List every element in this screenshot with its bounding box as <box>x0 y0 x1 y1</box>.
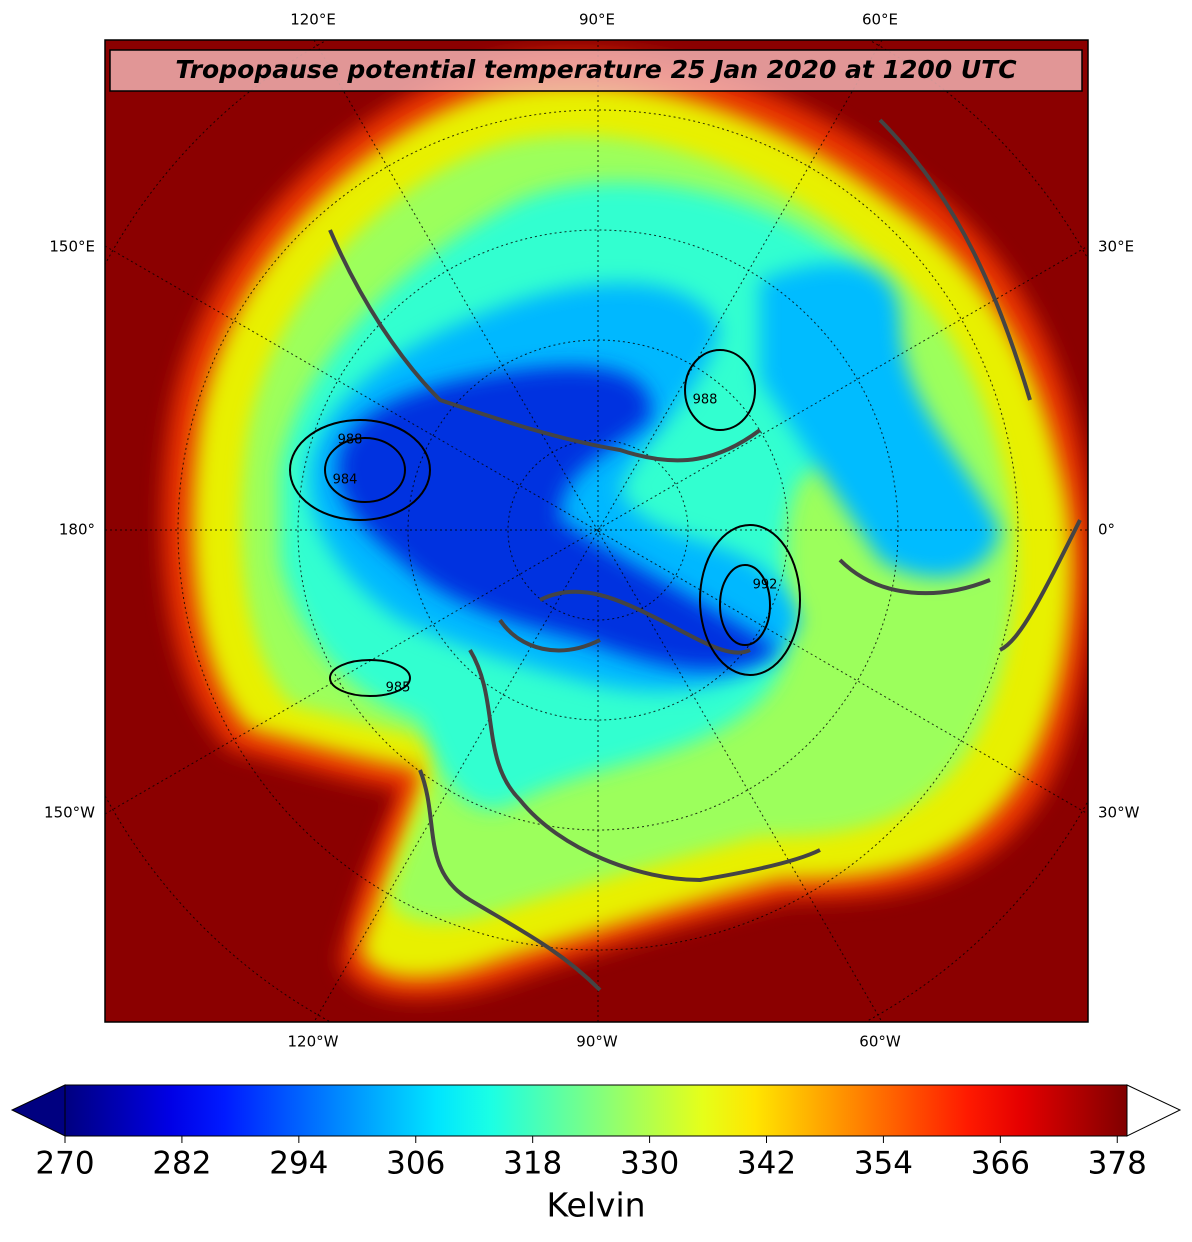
graticule <box>105 40 1088 1022</box>
longitude-label: 150°W <box>44 804 95 822</box>
contour-label: 992 <box>753 578 778 593</box>
colorbar-label: Kelvin <box>546 1186 645 1225</box>
longitude-label: 90°E <box>579 11 615 29</box>
map-frame <box>104 39 1089 1023</box>
colorbar-bar <box>64 1084 1128 1137</box>
longitude-label: 120°E <box>290 11 336 29</box>
colorbar-tick-label: 318 <box>503 1146 562 1182</box>
colorbar-tick-label: 366 <box>971 1146 1030 1182</box>
colorbar-under <box>10 1084 66 1137</box>
contour-label: 984 <box>333 473 358 488</box>
longitude-label: 0° <box>1098 521 1115 539</box>
colorbar-tick-label: 378 <box>1088 1146 1147 1182</box>
longitude-label: 120°W <box>288 1033 339 1051</box>
contour-label: 988 <box>338 433 363 448</box>
colorbar-over <box>1126 1084 1182 1137</box>
longitude-label: 90°W <box>576 1033 618 1051</box>
colorbar-tick-label: 282 <box>152 1146 211 1182</box>
title: Tropopause potential temperature 25 Jan … <box>175 55 1017 84</box>
coastlines <box>328 118 1082 992</box>
contour-label: 988 <box>693 393 718 408</box>
colorbar-tick-label: 270 <box>35 1146 94 1182</box>
pressure-contours <box>289 349 801 697</box>
contour-labels: 988 984 992 988 985 <box>333 393 778 696</box>
colorbar-tick-label: 342 <box>737 1146 796 1182</box>
colorbar-tick-label: 306 <box>386 1146 445 1182</box>
longitude-label: 180° <box>59 521 95 539</box>
colorbar: 270 282 294 306 318 330 342 354 366 378 <box>10 1084 1182 1182</box>
colorbar-tick-label: 354 <box>854 1146 913 1182</box>
longitude-label: 30°E <box>1098 238 1134 256</box>
longitude-labels: 120°E 90°E 60°E 150°E 180° 150°W 30°E 0° 30°W 120… <box>44 11 1140 1051</box>
contour-label: 985 <box>386 681 411 696</box>
longitude-label: 60°W <box>859 1033 901 1051</box>
longitude-label: 150°E <box>49 238 95 256</box>
colorbar-tick-label: 330 <box>620 1146 679 1182</box>
longitude-label: 30°W <box>1098 804 1140 822</box>
longitude-label: 60°E <box>862 11 898 29</box>
map-field: 988 984 992 988 985 <box>105 40 1088 1022</box>
colorbar-tick-label: 294 <box>269 1146 328 1182</box>
title-box <box>109 49 1083 92</box>
